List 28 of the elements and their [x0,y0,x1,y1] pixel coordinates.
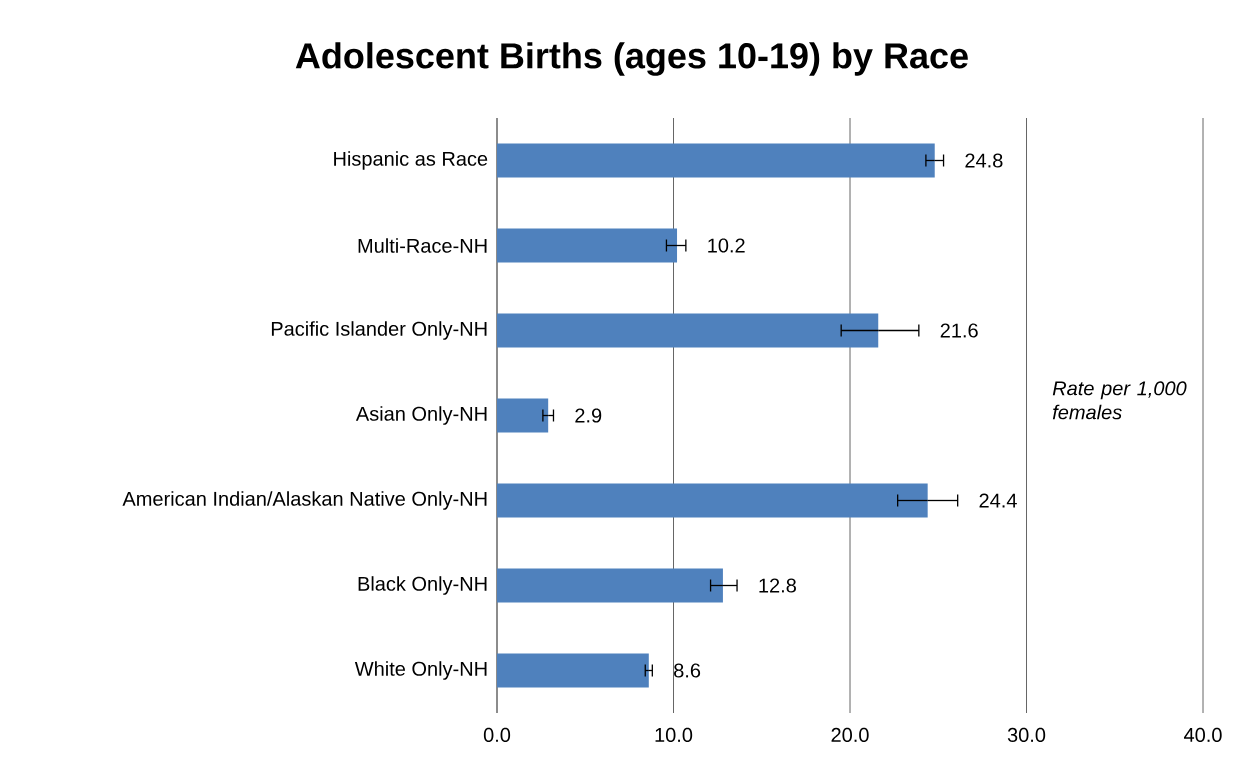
x-tick-label: 20.0 [831,727,869,743]
data-label: 24.4 [979,493,1017,508]
bar [497,313,879,348]
bar [497,398,549,433]
bar [497,143,935,178]
data-label: 10.2 [708,238,745,253]
x-tick-label: 10.0 [655,727,693,743]
y-tick-label: Pacific Islander Only-NH [271,321,487,340]
bar [497,228,678,263]
y-tick-label: White Only-NH [354,661,487,680]
bar [497,653,649,688]
bar [497,568,723,603]
data-label: 12.8 [759,578,796,593]
bar [497,483,928,518]
data-label: 21.6 [940,323,978,338]
chart-title: Adolescent Births (ages 10-19) by Race [295,42,968,76]
y-tick-label: Black Only-NH [358,576,487,595]
data-label: 8.6 [674,663,701,678]
y-tick-label: Hispanic as Race [334,151,488,170]
x-tick-label: 0.0 [483,727,511,743]
annotation: Rate per 1,000 females [1052,381,1187,420]
y-tick-label: Asian Only-NH [355,406,487,425]
y-tick-label: Multi-Race-NH [358,238,487,253]
data-label: 2.9 [575,408,602,423]
data-label: 24.8 [965,153,1003,168]
x-tick-label: 30.0 [1007,727,1046,743]
x-tick-label: 40.0 [1184,727,1222,743]
y-tick-label: American Indian/Alaskan Native Only-NH [122,491,487,510]
